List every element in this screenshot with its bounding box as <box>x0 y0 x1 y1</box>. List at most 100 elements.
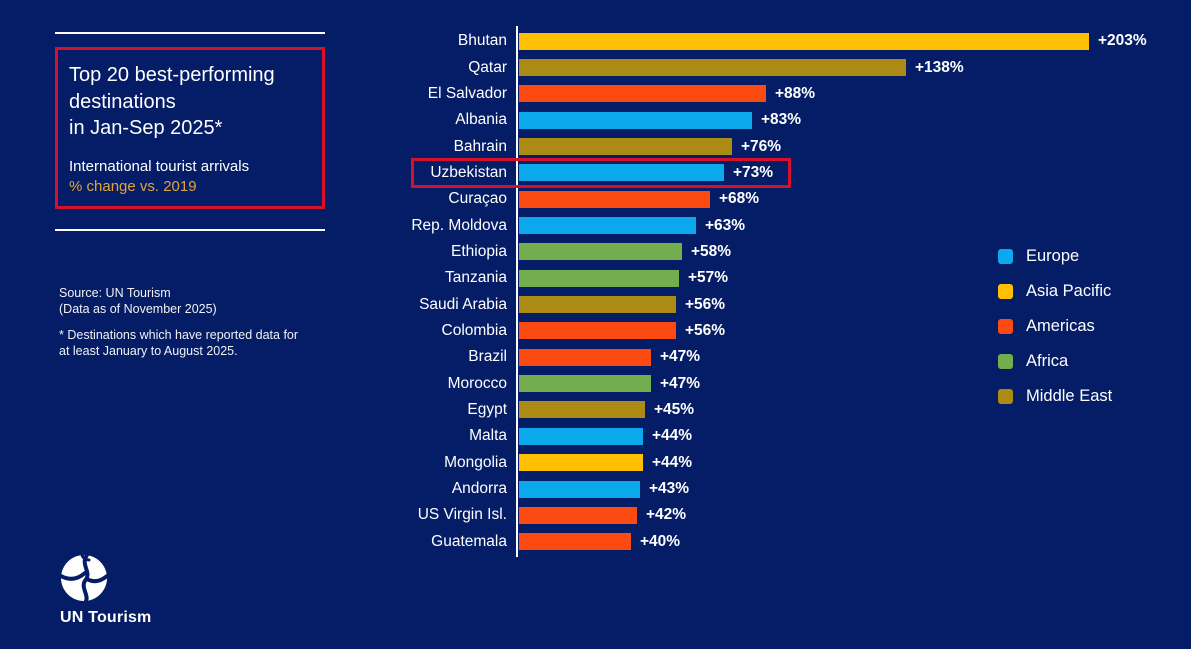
category-label: Mongolia <box>444 453 507 471</box>
value-label: +138% <box>915 58 964 76</box>
bar-row: Uzbekistan +73% <box>0 157 1191 188</box>
category-label: Colombia <box>441 321 507 339</box>
category-label: Andorra <box>451 480 507 498</box>
bar-track: +138% <box>519 59 964 77</box>
legend-item: Europe <box>998 239 1112 274</box>
value-label: +203% <box>1098 32 1147 50</box>
bar-track: +73% <box>519 164 773 182</box>
value-label: +40% <box>640 532 681 550</box>
legend: Europe Asia Pacific Americas Africa Middle E… <box>998 239 1112 414</box>
legend-item: Middle East <box>998 379 1112 414</box>
value-label: +42% <box>646 506 687 524</box>
legend-label: Africa <box>1026 352 1069 370</box>
y-axis-line <box>516 26 518 557</box>
legend-swatch <box>998 354 1013 369</box>
bar <box>519 190 710 208</box>
value-label: +44% <box>652 427 693 445</box>
category-label: Curaçao <box>448 190 507 208</box>
value-label: +43% <box>649 480 690 498</box>
value-label: +73% <box>733 163 774 181</box>
footnote-line-1: * Destinations which have reported data … <box>59 328 299 342</box>
value-label: +57% <box>688 269 729 287</box>
legend-label: Europe <box>1026 247 1080 265</box>
legend-item: Americas <box>998 309 1112 344</box>
value-label: +47% <box>660 348 701 366</box>
bar-row: Albania +83% <box>0 107 1191 133</box>
logo-wordmark: UN Tourism <box>60 609 152 626</box>
bar <box>519 296 676 314</box>
bar-chart: Bhutan +203% Qatar +138% El Salvador +88% Alba… <box>0 28 1191 555</box>
bar-row: US Virgin Isl. +42% <box>0 502 1191 528</box>
bar <box>519 217 696 235</box>
bar-track: +40% <box>519 533 680 551</box>
bar <box>519 164 724 182</box>
footnote: * Destinations which have reported data … <box>59 327 298 359</box>
legend-label: Asia Pacific <box>1026 282 1112 300</box>
bar-track: +83% <box>519 111 801 129</box>
category-label: US Virgin Isl. <box>417 506 507 524</box>
bar-row: Qatar +138% <box>0 54 1191 80</box>
bar <box>519 401 645 419</box>
subtitle-measure: % change vs. 2019 <box>69 177 197 195</box>
category-label: Ethiopia <box>450 242 507 260</box>
value-label: +47% <box>660 374 701 392</box>
value-label: +83% <box>761 111 802 129</box>
bar-track: +47% <box>519 348 700 366</box>
category-label: Guatemala <box>431 532 507 550</box>
category-label: Egypt <box>467 400 507 418</box>
source-line-2: (Data as of November 2025) <box>59 302 217 316</box>
bar <box>519 138 732 156</box>
title-bottom-rule <box>55 229 325 231</box>
bar-row: Guatemala +40% <box>0 529 1191 555</box>
bar-row: Ethiopia +58% <box>0 239 1191 265</box>
bar <box>519 348 651 366</box>
bar-track: +57% <box>519 269 728 287</box>
category-label: Bahrain <box>453 137 507 155</box>
source-line-1: Source: UN Tourism <box>59 286 171 300</box>
bar <box>519 85 766 103</box>
value-label: +56% <box>685 295 726 313</box>
category-label: Saudi Arabia <box>419 295 507 313</box>
bar-row: El Salvador +88% <box>0 81 1191 107</box>
page-title-line-3: in Jan-Sep 2025* <box>69 117 223 139</box>
legend-swatch <box>998 319 1013 334</box>
value-label: +63% <box>705 216 746 234</box>
bar <box>519 480 640 498</box>
bar-track: +68% <box>519 190 759 208</box>
bar <box>519 32 1089 50</box>
bar-track: +45% <box>519 401 694 419</box>
bar <box>519 454 643 472</box>
legend-swatch <box>998 389 1013 404</box>
legend-item: Asia Pacific <box>998 274 1112 309</box>
page-title-line-1: Top 20 best-performing <box>69 64 275 86</box>
value-label: +45% <box>654 400 695 418</box>
title-highlight-box: Top 20 best-performing destinations in J… <box>55 47 325 209</box>
category-label: Malta <box>469 427 507 445</box>
chart-subtitle: International tourist arrivals % change … <box>69 157 314 197</box>
category-label: Uzbekistan <box>430 163 507 181</box>
bar <box>519 427 643 445</box>
bar-track: +63% <box>519 217 745 235</box>
bar-row: Tanzania +57% <box>0 265 1191 291</box>
bar <box>519 533 631 551</box>
bar-track: +44% <box>519 427 692 445</box>
bar-row: Curaçao +68% <box>0 186 1191 212</box>
bar-row: Rep. Moldova +63% <box>0 212 1191 238</box>
bar <box>519 375 651 393</box>
bar <box>519 243 682 261</box>
bar-row: Saudi Arabia +56% <box>0 291 1191 317</box>
un-tourism-logo: UN Tourism <box>60 553 180 627</box>
bar-row: Brazil +47% <box>0 344 1191 370</box>
value-label: +68% <box>719 190 760 208</box>
subtitle-metric: International tourist arrivals <box>69 157 250 175</box>
bar-track: +203% <box>519 32 1147 50</box>
source-note: Source: UN Tourism (Data as of November … <box>59 285 217 317</box>
value-label: +44% <box>652 453 693 471</box>
legend-item: Africa <box>998 344 1112 379</box>
bar-track: +88% <box>519 85 815 103</box>
value-label: +56% <box>685 321 726 339</box>
bar <box>519 59 906 77</box>
globe-icon <box>60 553 108 603</box>
bar-track: +42% <box>519 506 686 524</box>
